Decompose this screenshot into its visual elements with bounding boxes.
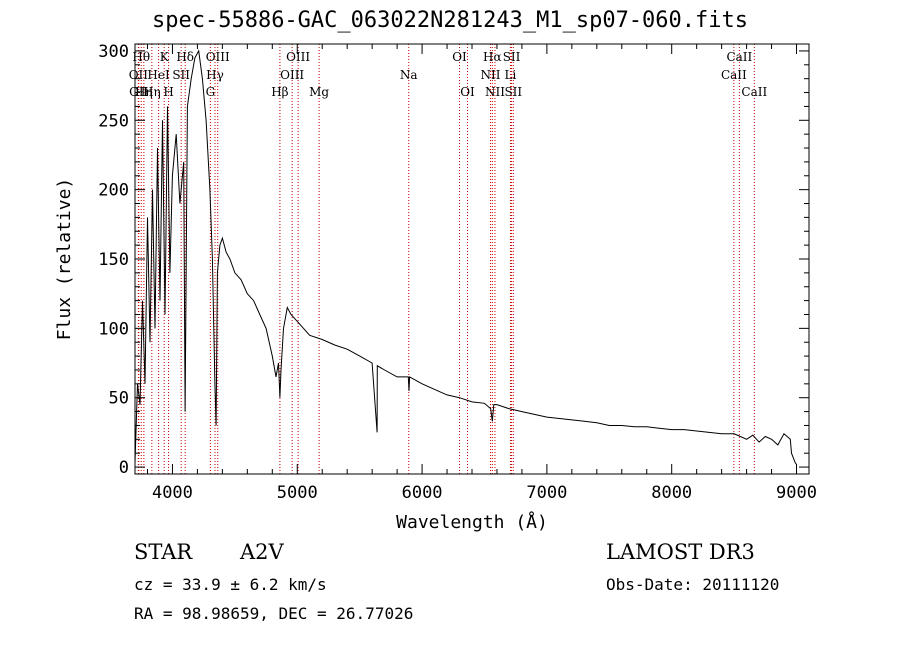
object-subclass: A2V [240,540,284,564]
line-marker-label-14: OIII [280,68,304,82]
line-marker-label-22: NII [485,85,505,99]
line-marker-label-2: Hθ [132,50,150,64]
x-tick-label-1: 5000 [277,483,318,503]
line-marker-label-6: K [160,50,170,64]
x-axis-ticks: 4000 5000 6000 7000 8000 9000 [146,44,817,503]
line-marker-label-8: SII [172,68,190,82]
x-tick-label-0: 4000 [152,483,193,503]
x-tick-label-2: 6000 [402,483,443,503]
y-axis-ticks: 0 50 100 150 200 250 300 [98,42,809,478]
y-tick-label-1: 50 [109,389,129,409]
line-marker-label-7: H [163,85,173,99]
observation-date: Obs-Date: 20111120 [606,575,780,594]
line-marker-label-9: Hδ [176,50,194,64]
line-marker-label-24: SII [503,50,521,64]
redshift-cz: cz = 33.9 ± 6.2 km/s [134,575,327,594]
line-marker-label-23: Li [505,68,517,82]
x-tick-label-3: 7000 [526,483,567,503]
line-marker-label-20: NII [480,68,500,82]
y-tick-label-6: 300 [98,42,129,62]
plot-frame [134,43,810,475]
survey-name: LAMOST DR3 [606,540,755,564]
line-marker-label-21: Hα [483,50,502,64]
x-axis-label: Wavelength (Å) [396,511,548,533]
x-tick-label-5: 9000 [776,483,817,503]
line-marker-label-16: Mg [309,85,329,99]
y-tick-label-3: 150 [98,250,129,270]
line-marker-label-11: Hγ [206,68,224,82]
chart-title: spec-55886-GAC_063022N281243_M1_sp07-060… [151,8,749,33]
line-marker-label-0: OII [129,68,149,82]
spectrum-series-line [134,49,797,465]
line-marker-label-26: CaII [721,68,747,82]
line-marker-label-3: Hη [135,85,153,99]
line-marker-label-17: Na [400,68,418,82]
line-marker-label-4: Hη [143,85,161,99]
y-tick-label-5: 250 [98,111,129,131]
x-tick-label-4: 8000 [651,483,692,503]
ra-dec-coordinates: RA = 98.98659, DEC = 26.77026 [134,604,414,623]
line-marker-label-10: G [206,85,216,99]
y-tick-label-4: 200 [98,181,129,201]
line-marker-label-13: Hβ [271,85,288,99]
line-markers [137,44,755,474]
object-class: STAR [134,540,193,564]
line-marker-label-5: HeI [147,68,170,82]
line-marker-label-25: SII [504,85,522,99]
y-tick-label-2: 100 [98,319,129,339]
y-axis-label: Flux (relative) [54,178,75,341]
line-marker-label-12: OIII [206,50,230,64]
line-marker-label-27: CaII [726,50,752,64]
line-marker-label-28: CaII [741,85,767,99]
line-marker-label-1: OII [129,85,149,99]
line-marker-label-15: OIII [286,50,310,64]
line-marker-label-18: OI [452,50,467,64]
y-tick-label-0: 0 [119,458,129,478]
line-marker-label-19: OI [460,85,475,99]
